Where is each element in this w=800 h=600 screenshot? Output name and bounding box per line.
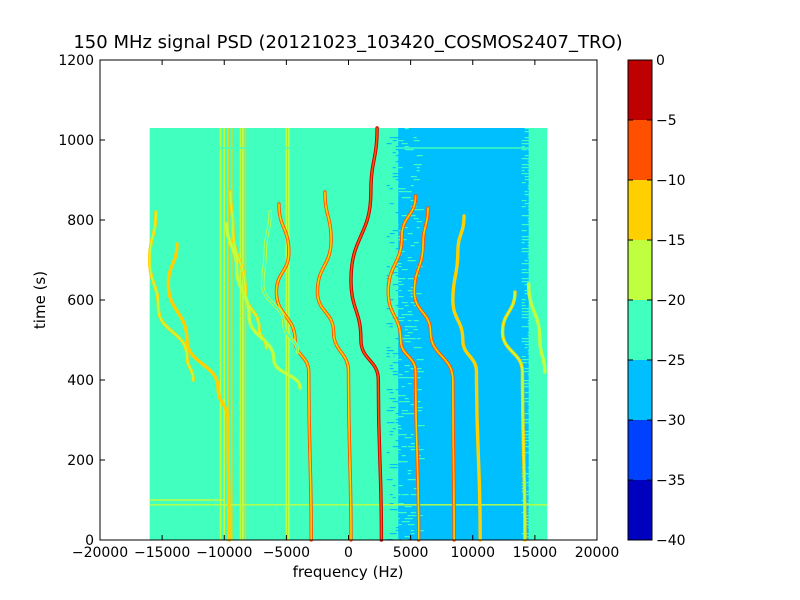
colorbar-segment-3	[628, 240, 652, 300]
y-tick-label-0: 0	[85, 533, 94, 549]
heatmap-center-band	[261, 128, 399, 540]
trace-0	[350, 127, 383, 541]
colorbar-segment-1	[628, 120, 652, 180]
trace-6	[167, 243, 231, 541]
trace-4	[413, 207, 455, 541]
colorbar-segment-7	[628, 480, 652, 540]
x-tick-label-6: 10000	[450, 545, 495, 561]
colorbar-segment-6	[628, 420, 652, 480]
colorbar-tick-label-5: −25	[656, 353, 686, 369]
trace-12	[261, 211, 299, 353]
colorbar-segment-5	[628, 360, 652, 420]
colorbar-segment-2	[628, 180, 652, 240]
colorbar-tick-label-4: −20	[656, 293, 686, 309]
x-tick-label-1: −15000	[134, 545, 190, 561]
y-tick-label-2: 400	[67, 373, 94, 389]
trace-2	[316, 191, 352, 541]
y-axis: 0 200 400 600 800 1000 1200	[58, 53, 597, 549]
y-tick-label-4: 800	[67, 213, 94, 229]
trace-5	[452, 215, 482, 541]
colorbar-tick-label-0: 0	[656, 53, 665, 69]
colorbar-tick-label-6: −30	[656, 413, 686, 429]
colorbar-tick-label-1: −5	[656, 113, 677, 129]
colorbar: 0 −5 −10 −15 −20 −25 −30 −35 −40	[627, 53, 686, 549]
x-tick-label-5: 5000	[393, 545, 429, 561]
x-tick-label-0: −20000	[72, 545, 128, 561]
y-tick-label-1: 200	[67, 453, 94, 469]
trace-9	[229, 191, 268, 349]
colorbar-segment-0	[628, 60, 652, 120]
y-tick-label-3: 600	[67, 293, 94, 309]
y-tick-label-6: 1200	[58, 53, 94, 69]
colorbar-segment-4	[628, 300, 652, 360]
colorbar-tick-label-7: −35	[656, 473, 686, 489]
x-tick-label-7: 15000	[513, 545, 558, 561]
trace-8	[501, 291, 526, 541]
x-tick-label-8: 20000	[575, 545, 620, 561]
colorbar-tick-label-2: −10	[656, 173, 686, 189]
x-axis-label: frequency (Hz)	[293, 563, 404, 581]
x-tick-label-2: −10000	[196, 545, 252, 561]
plot-area	[99, 59, 598, 542]
trace-11	[527, 283, 546, 373]
chart-title: 150 MHz signal PSD (20121023_103420_COSM…	[73, 32, 622, 53]
colorbar-tick-label-8: −40	[656, 533, 686, 549]
trace-3	[275, 203, 313, 541]
y-tick-label-5: 1000	[58, 133, 94, 149]
x-axis: −20000 −15000 −10000 −5000 0 5000 10000 15000 20…	[72, 60, 619, 561]
colorbar-tick-label-3: −15	[656, 233, 686, 249]
x-tick-label-3: −5000	[263, 545, 310, 561]
trace-1	[387, 195, 420, 541]
trace-7	[148, 211, 194, 381]
y-axis-label: time (s)	[31, 271, 49, 329]
doppler-traces	[147, 126, 547, 542]
trace-10	[225, 223, 301, 389]
spectrogram-heatmap	[149, 128, 548, 541]
x-tick-label-4: 0	[344, 545, 353, 561]
